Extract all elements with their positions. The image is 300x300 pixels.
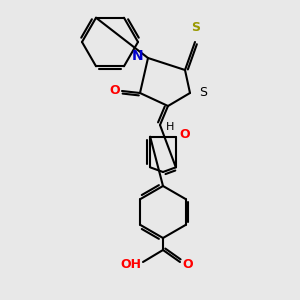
Text: O: O xyxy=(110,85,120,98)
Text: O: O xyxy=(183,257,193,271)
Text: H: H xyxy=(166,122,174,132)
Text: OH: OH xyxy=(121,257,142,271)
Text: S: S xyxy=(199,85,207,98)
Text: O: O xyxy=(179,128,190,141)
Text: N: N xyxy=(131,49,143,63)
Text: S: S xyxy=(191,21,200,34)
